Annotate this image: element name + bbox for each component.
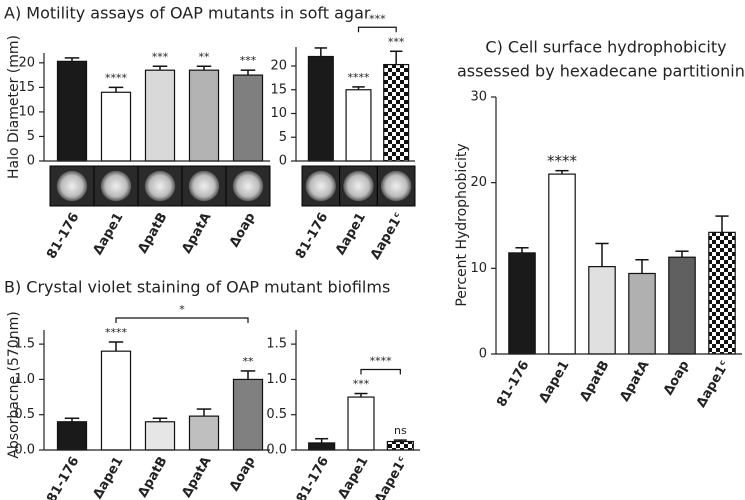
x-tick-label: 81-176	[294, 454, 332, 500]
y-tick-label: 10	[18, 104, 35, 119]
y-tick-label: 0	[279, 154, 287, 169]
colony	[305, 170, 337, 202]
y-tick-label: 20	[470, 175, 487, 190]
bar	[56, 60, 88, 162]
significance-label: ****	[348, 71, 371, 84]
significance-label: **	[243, 355, 255, 368]
bar	[100, 91, 132, 162]
y-tick-label: 30	[470, 90, 487, 105]
significance-label: ***	[388, 35, 405, 48]
significance-bracket	[360, 368, 401, 375]
bar	[100, 350, 132, 451]
bar	[345, 89, 372, 162]
y-tick-label: 0.0	[14, 443, 35, 458]
x-tick-label: ΔpatA	[179, 454, 214, 500]
bracket-label: ****	[370, 355, 393, 368]
panel-title: assessed by hexadecane partitioning	[457, 62, 745, 81]
y-tick-label: 1.5	[266, 337, 287, 352]
bar	[308, 442, 336, 451]
significance-label: ****	[105, 71, 128, 84]
x-tick-label: Δape1	[333, 210, 369, 257]
y-tick-label: 10	[270, 106, 287, 121]
bar	[628, 272, 656, 355]
bar	[386, 440, 414, 451]
x-tick-label: Δape1	[90, 454, 126, 500]
bar	[588, 266, 616, 355]
y-tick-label: 0	[479, 347, 487, 362]
significance-label: ***	[240, 54, 257, 67]
y-tick-label: 0.5	[14, 407, 35, 422]
bracket-label: *	[179, 303, 185, 316]
bar	[548, 173, 576, 355]
x-tick-label: ΔpatB	[577, 358, 612, 404]
colony	[144, 170, 176, 202]
x-tick-label: ΔpatA	[617, 358, 652, 404]
x-tick-label: ΔpatB	[135, 454, 170, 500]
y-tick-label: 0.5	[266, 407, 287, 422]
x-tick-label: ΔpatA	[179, 210, 214, 256]
significance-label: ****	[547, 152, 578, 170]
y-tick-label: 15	[18, 80, 35, 95]
x-tick-label: Δape1	[90, 210, 126, 257]
colony	[380, 170, 412, 202]
bar	[708, 231, 736, 355]
bar	[144, 421, 176, 451]
x-tick-label: Δape1ᶜ	[372, 454, 411, 500]
colony	[56, 170, 88, 202]
bar	[56, 421, 88, 451]
y-tick-label: 0	[27, 154, 35, 169]
significance-label: ***	[353, 378, 370, 391]
bar	[508, 252, 536, 355]
y-axis-label: Percent Hydrophobicity	[454, 143, 470, 306]
x-tick-label: Δoap	[661, 358, 693, 398]
y-axis-label: Halo Diameter (mm)	[6, 35, 22, 179]
significance-bracket	[357, 26, 397, 33]
significance-label: ****	[105, 326, 128, 339]
y-tick-label: 5	[27, 129, 35, 144]
y-tick-label: 20	[18, 55, 35, 70]
bar	[307, 55, 334, 162]
x-tick-label: Δape1ᶜ	[694, 358, 733, 410]
colony	[188, 170, 220, 202]
bar	[188, 415, 220, 451]
y-tick-label: 0.0	[266, 443, 287, 458]
y-axis-label: Absorbacne (570nm)	[6, 311, 22, 458]
x-tick-label: Δape1	[536, 358, 572, 405]
y-tick-label: 15	[270, 82, 287, 97]
x-tick-label: Δape1	[335, 454, 371, 500]
bar	[188, 69, 220, 162]
colony	[343, 170, 374, 202]
x-tick-label: 81-176	[293, 210, 331, 261]
colony	[232, 170, 264, 202]
bar	[668, 256, 696, 355]
bar	[347, 396, 375, 451]
colony	[100, 170, 132, 202]
y-tick-label: 1.5	[14, 337, 35, 352]
x-tick-label: 81-176	[44, 210, 82, 261]
x-tick-label: 81-176	[494, 358, 532, 409]
x-tick-label: Δape1ᶜ	[368, 210, 407, 262]
bar	[232, 74, 264, 162]
significance-label: ***	[152, 50, 169, 63]
x-tick-label: 81-176	[44, 454, 82, 500]
significance-label: **	[199, 50, 211, 63]
bracket-label: ***	[369, 12, 386, 25]
panel-title: A) Motility assays of OAP mutants in sof…	[4, 4, 371, 23]
y-tick-label: 5	[279, 130, 287, 145]
x-tick-label: Δoap	[227, 210, 259, 250]
bar	[232, 378, 264, 451]
panel-title: C) Cell surface hydrophobicity	[485, 38, 726, 57]
panel-title: B) Crystal violet staining of OAP mutant…	[4, 278, 390, 297]
y-tick-label: 10	[470, 261, 487, 276]
bar	[144, 69, 176, 162]
bar	[383, 63, 410, 162]
y-tick-label: 20	[270, 59, 287, 74]
y-tick-label: 1.0	[14, 372, 35, 387]
x-tick-label: ΔpatB	[135, 210, 170, 256]
x-tick-label: Δoap	[227, 454, 259, 494]
significance-label: ns	[394, 424, 407, 437]
significance-bracket	[115, 317, 249, 323]
y-tick-label: 1.0	[266, 372, 287, 387]
